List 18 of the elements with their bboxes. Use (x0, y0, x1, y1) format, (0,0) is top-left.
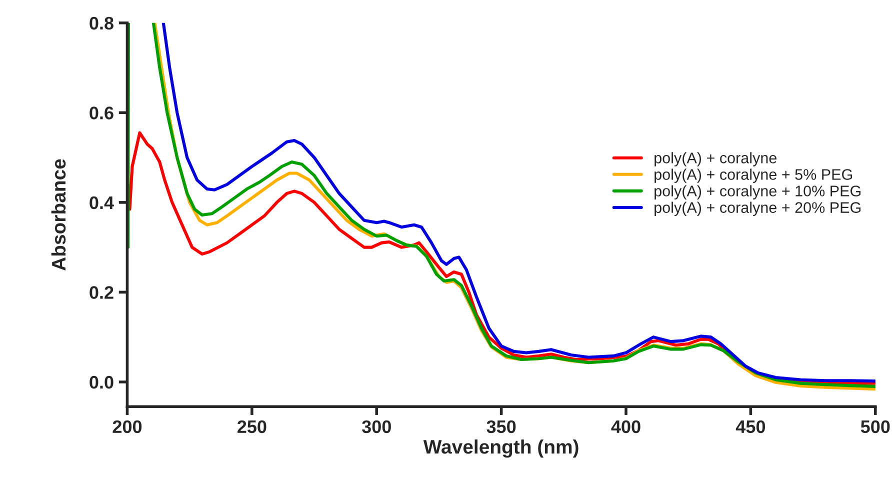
legend-label: poly(A) + coralyne (654, 152, 776, 166)
x-tick-label: 300 (362, 420, 391, 434)
x-tick-label: 350 (486, 420, 516, 434)
y-tick-label: 0.8 (90, 16, 114, 30)
y-tick-label: 0.2 (90, 286, 114, 299)
x-tick-label: 450 (736, 420, 766, 434)
y-tick-label: 0.4 (90, 196, 114, 210)
x-axis-title: Wavelength (nm) (423, 439, 578, 458)
y-tick-label: 0.6 (90, 106, 114, 120)
y-axis-title: Absorbance (51, 159, 66, 270)
legend-label: poly(A) + coralyne + 10% PEG (654, 185, 861, 200)
x-tick-label: 500 (860, 420, 890, 434)
x-tick-label: 200 (112, 420, 142, 434)
y-tick-label: 0.0 (90, 376, 114, 389)
legend-label: poly(A) + coralyne + 20% PEG (654, 202, 861, 216)
x-tick-label: 250 (237, 420, 266, 434)
x-tick-label: 400 (611, 420, 640, 434)
legend-label: poly(A) + coralyne + 5% PEG (654, 168, 852, 183)
